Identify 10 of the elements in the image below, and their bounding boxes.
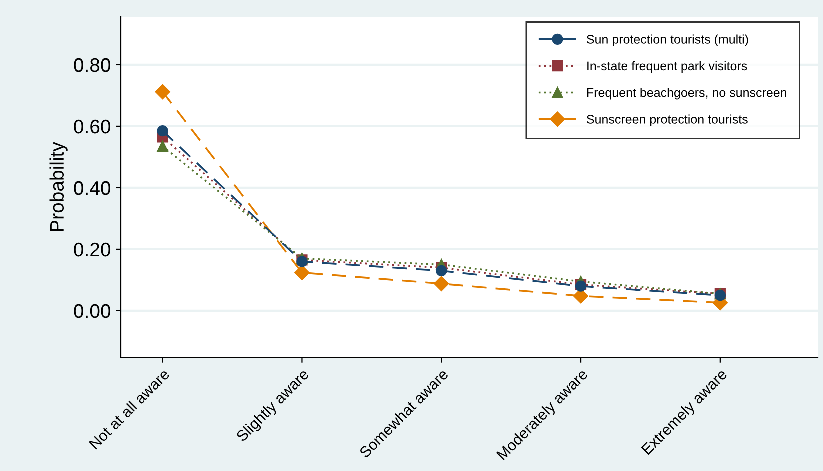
y-axis-title: Probability	[50, 142, 68, 232]
y-tick-label: 0.20	[74, 242, 111, 257]
y-tick-label: 0.00	[74, 304, 111, 318]
y-tick-label: 0.80	[74, 58, 111, 72]
legend-label: In-state frequent park visitors	[588, 61, 748, 74]
legend-label: Sun protection tourists (multi)	[587, 34, 748, 46]
y-tick-label: 0.60	[74, 120, 111, 134]
y-tick-label: 0.40	[74, 181, 111, 196]
legend-label: Sunscreen protection tourists	[587, 114, 748, 126]
legend-label: Frequent beachgoers, no sunscreen	[587, 88, 786, 100]
